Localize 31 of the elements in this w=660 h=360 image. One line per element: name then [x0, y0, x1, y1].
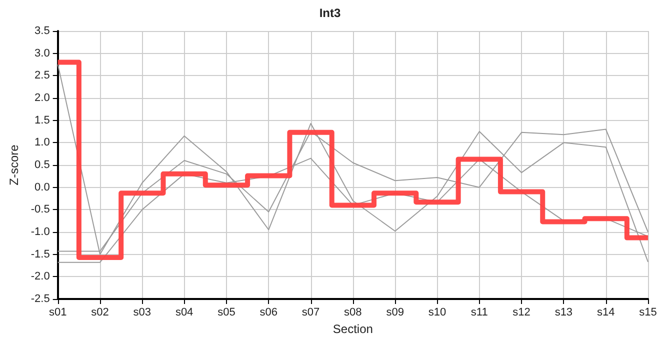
- x-tick-label: s01: [48, 306, 67, 318]
- x-tick-label: s09: [386, 306, 404, 318]
- x-axis-title: Section: [332, 322, 373, 336]
- x-tick-label: s06: [260, 306, 278, 318]
- chart-title: Int3: [319, 6, 341, 20]
- x-tick-label: s10: [428, 306, 446, 318]
- y-tick-label: 1.0: [34, 136, 50, 149]
- x-tick-label: s02: [91, 306, 109, 318]
- y-tick-label: 1.5: [34, 114, 50, 126]
- x-tick-label: s15: [639, 306, 657, 318]
- y-axis-title: Z-score: [7, 144, 21, 186]
- y-tick-label: -2.5: [30, 293, 50, 305]
- x-tick-label: s08: [344, 306, 362, 318]
- x-tick-label: s12: [512, 306, 530, 318]
- x-tick-label: s14: [596, 306, 615, 318]
- x-tick-label: s13: [554, 306, 573, 318]
- y-tick-label: 3.5: [34, 25, 50, 37]
- y-tick-label: 2.5: [34, 70, 50, 82]
- y-tick-label: -1.5: [30, 248, 50, 260]
- y-tick-label: 0.0: [34, 181, 50, 194]
- y-tick-label: -0.5: [30, 204, 50, 216]
- x-tick-label: s11: [470, 306, 488, 318]
- y-tick-label: 0.5: [34, 159, 50, 171]
- x-tick-label: s03: [133, 306, 152, 318]
- y-tick-label: -1.0: [30, 226, 50, 238]
- x-tick-label: s07: [302, 306, 320, 318]
- x-tick-label: s05: [218, 306, 236, 318]
- y-tick-label: -2.0: [30, 270, 50, 283]
- x-tick-label: s04: [175, 306, 194, 318]
- y-tick-label: 2.0: [34, 92, 50, 104]
- y-tick-label: 3.0: [34, 47, 50, 60]
